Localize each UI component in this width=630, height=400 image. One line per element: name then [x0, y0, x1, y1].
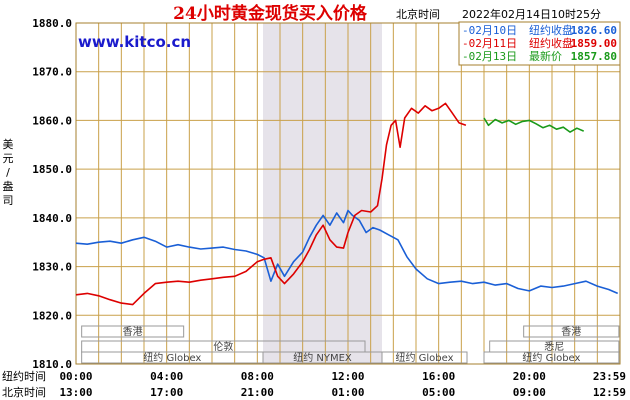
- market-session-label: 纽约 Globex: [522, 351, 580, 364]
- x-row1-label: 纽约时间: [2, 369, 46, 383]
- y-unit-char: 司: [3, 194, 14, 207]
- market-session-label: 伦敦: [213, 340, 233, 353]
- market-session-box: [81, 325, 185, 338]
- y-tick-label: 1870.0: [32, 66, 72, 79]
- x-tick-bj: 21:00: [241, 386, 274, 399]
- y-tick-label: 1840.0: [32, 212, 72, 225]
- timestamp: 2022年02月14日10时25分: [462, 7, 601, 21]
- chart-title: 24小时黄金现货买入价格: [173, 3, 368, 24]
- nymex-shaded-band: [263, 23, 382, 364]
- y-unit-char: 美: [3, 138, 14, 151]
- x-tick-bj: 13:00: [59, 386, 92, 399]
- y-unit-char: /: [6, 166, 10, 179]
- series-line-02月11日: [75, 102, 467, 306]
- timezone-label: 北京时间: [396, 7, 440, 21]
- x-row2-label: 北京时间: [2, 385, 46, 399]
- y-tick-label: 1820.0: [32, 309, 72, 322]
- x-tick-ny: 08:00: [241, 370, 274, 383]
- y-tick-label: 1850.0: [32, 163, 72, 176]
- legend-box: [458, 21, 621, 66]
- market-session-box: [523, 325, 620, 338]
- legend-value: 1859.00: [571, 37, 617, 50]
- legend-label: 纽约收盘: [529, 23, 573, 37]
- y-tick-label: 1880.0: [32, 17, 72, 30]
- y-tick-label: 1830.0: [32, 261, 72, 274]
- legend-value: 1826.60: [571, 24, 617, 37]
- x-tick-ny: 00:00: [59, 370, 92, 383]
- legend-date: -02月10日: [462, 24, 517, 37]
- y-axis-unit: 美元/盎司: [3, 138, 14, 207]
- y-unit-char: 元: [3, 152, 14, 165]
- x-tick-bj: 05:00: [422, 386, 455, 399]
- legend-label: 最新价: [529, 49, 562, 63]
- market-session-label: 悉尼: [544, 341, 564, 353]
- legend-date: -02月11日: [462, 37, 517, 50]
- plot-frame: [75, 22, 621, 365]
- x-tick-bj: 12:59: [593, 386, 626, 399]
- market-session-label: 纽约 Globex: [143, 351, 201, 364]
- y-axis-ticks: 1810.0 1820.0 1830.0 1840.0 1850.0 1860.0 1870…: [32, 17, 72, 371]
- legend-label: 纽约收盘: [529, 36, 573, 50]
- x-tick-bj: 09:00: [513, 386, 546, 399]
- y-tick-label: 1860.0: [32, 114, 72, 127]
- series-line-02月10日: [75, 209, 619, 295]
- x-axis-ticks: 00:00 04:00 08:00 12:00 16:00 20:00 23:59 13:00…: [59, 370, 626, 399]
- y-tick-label: 1810.0: [32, 358, 72, 371]
- x-tick-bj: 17:00: [150, 386, 183, 399]
- x-tick-ny: 23:59: [593, 370, 626, 383]
- x-tick-ny: 04:00: [150, 370, 183, 383]
- market-session-label: 纽约 Globex: [395, 351, 453, 364]
- market-session-box: [381, 351, 468, 364]
- market-session-box: [483, 351, 620, 364]
- x-tick-ny: 16:00: [422, 370, 455, 383]
- y-unit-char: 盎: [3, 179, 14, 193]
- x-tick-ny: 12:00: [331, 370, 364, 383]
- watermark-url: www.kitco.cn: [78, 33, 191, 51]
- x-tick-ny: 20:00: [513, 370, 546, 383]
- x-tick-bj: 01:00: [331, 386, 364, 399]
- price-series: [75, 102, 619, 306]
- market-session-label: 香港: [561, 326, 581, 338]
- legend-value: 1857.80: [571, 50, 617, 63]
- legend-date: -02月13日: [462, 50, 517, 63]
- market-session-label: 香港: [123, 326, 143, 338]
- series-line-02月13日: [483, 117, 585, 133]
- market-session-label: 纽约 NYMEX: [293, 351, 352, 364]
